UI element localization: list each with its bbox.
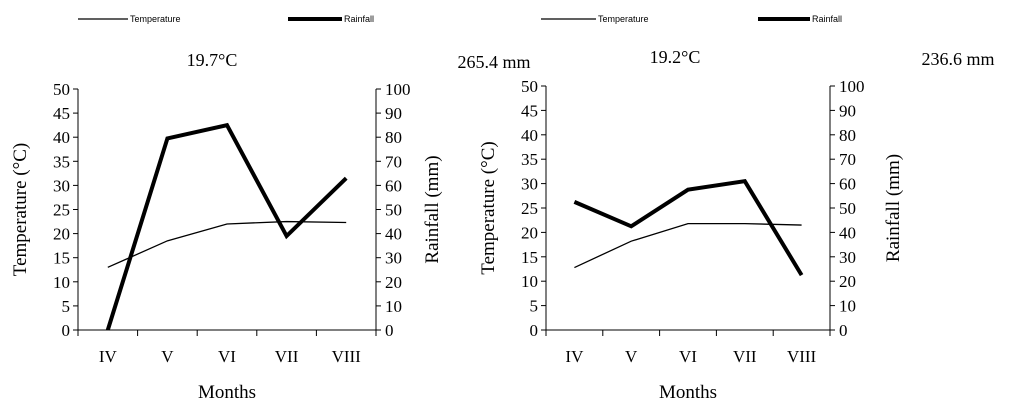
right-y-tick-label: 30 — [839, 248, 856, 267]
mean-temperature-label: 19.2°C — [650, 47, 701, 67]
right-y-tick-label: 0 — [385, 321, 394, 340]
right-y-tick-label: 100 — [385, 80, 411, 99]
left-y-tick-label: 15 — [521, 248, 538, 267]
x-tick-label: IV — [565, 347, 584, 366]
x-tick-label: IV — [99, 347, 118, 366]
left-y-tick-label: 10 — [521, 272, 538, 291]
chart-1: Temperature Rainfall 19.7°C 265.4 mm 0 5 10 15 2… — [10, 14, 531, 402]
right-y-tick-label: 90 — [385, 104, 402, 123]
right-y-tick-label: 30 — [385, 249, 402, 268]
left-y-tick-label: 10 — [53, 273, 70, 292]
left-y-tick-label: 40 — [521, 126, 538, 145]
left-y-tick-label: 45 — [521, 101, 538, 120]
series-line-rainfall — [105, 122, 348, 331]
right-y-axis-title: Rainfall (mm) — [883, 154, 904, 262]
left-y-axis-title: Temperature (°C) — [10, 143, 31, 276]
right-y-tick-label: 40 — [839, 223, 856, 242]
left-y-tick-label: 15 — [53, 249, 70, 268]
right-y-tick-label: 100 — [839, 77, 865, 96]
chart-2: Temperature Rainfall 19.2°C 236.6 mm 0 5 10 15 2… — [478, 14, 995, 402]
left-y-tick-label: 45 — [53, 104, 70, 123]
series-line-temperature — [107, 220, 347, 268]
left-y-tick-label: 5 — [62, 297, 71, 316]
right-y-tick-label: 90 — [839, 101, 856, 120]
x-tick-label: VII — [733, 347, 757, 366]
x-axis-title: Months — [659, 382, 717, 402]
left-y-tick-label: 30 — [521, 175, 538, 194]
left-y-tick-label: 0 — [62, 321, 71, 340]
x-tick-label: V — [625, 347, 638, 366]
right-y-tick-label: 80 — [839, 126, 856, 145]
right-y-tick-label: 20 — [385, 273, 402, 292]
left-y-tick-label: 35 — [53, 152, 70, 171]
right-y-tick-label: 70 — [385, 152, 402, 171]
left-y-tick-label: 20 — [53, 225, 70, 244]
series-line-rainfall — [573, 178, 804, 277]
x-tick-label: VIII — [332, 347, 362, 366]
right-y-tick-label: 40 — [385, 225, 402, 244]
left-y-axis-title: Temperature (°C) — [478, 141, 499, 274]
x-tick-label: VIII — [787, 347, 817, 366]
legend-temperature-label: Temperature — [130, 14, 181, 24]
left-y-tick-label: 50 — [521, 77, 538, 96]
left-y-tick-label: 40 — [53, 128, 70, 147]
right-y-tick-label: 50 — [385, 201, 402, 220]
legend-rainfall-label: Rainfall — [344, 14, 374, 24]
legend: Temperature Rainfall — [541, 14, 842, 24]
mean-temperature-label: 19.7°C — [187, 50, 238, 70]
right-y-tick-label: 60 — [385, 176, 402, 195]
series-line-temperature — [574, 222, 802, 269]
x-axis-title: Months — [198, 382, 256, 402]
right-y-tick-label: 60 — [839, 175, 856, 194]
right-y-tick-label: 70 — [839, 150, 856, 169]
total-rainfall-label: 265.4 mm — [457, 52, 530, 72]
total-rainfall-label: 236.6 mm — [921, 49, 994, 69]
left-y-tick-label: 25 — [521, 199, 538, 218]
right-y-tick-label: 10 — [839, 297, 856, 316]
left-y-tick-label: 20 — [521, 223, 538, 242]
right-y-tick-label: 20 — [839, 272, 856, 291]
x-tick-label: V — [161, 347, 174, 366]
right-y-tick-label: 10 — [385, 297, 402, 316]
left-y-tick-label: 0 — [530, 321, 539, 340]
legend-temperature-label: Temperature — [598, 14, 649, 24]
right-y-tick-label: 50 — [839, 199, 856, 218]
left-y-tick-label: 30 — [53, 176, 70, 195]
x-tick-label: VII — [275, 347, 299, 366]
left-y-tick-label: 5 — [530, 297, 539, 316]
right-y-tick-label: 80 — [385, 128, 402, 147]
left-y-tick-label: 50 — [53, 80, 70, 99]
x-tick-label: VI — [679, 347, 697, 366]
right-y-tick-label: 0 — [839, 321, 848, 340]
left-y-tick-label: 25 — [53, 201, 70, 220]
legend-rainfall-label: Rainfall — [812, 14, 842, 24]
left-y-tick-label: 35 — [521, 150, 538, 169]
right-y-axis-title: Rainfall (mm) — [422, 155, 443, 263]
x-tick-label: VI — [218, 347, 236, 366]
legend: Temperature Rainfall — [78, 14, 374, 24]
